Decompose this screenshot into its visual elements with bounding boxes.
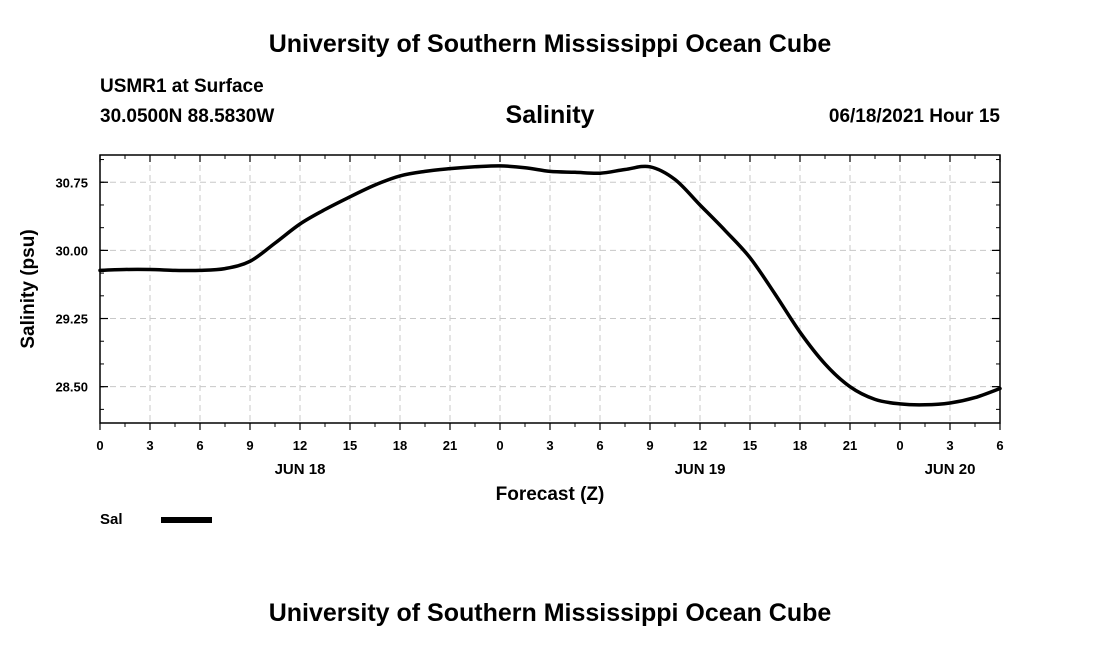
x-date-label: JUN 18 <box>275 461 326 478</box>
variable-title: Salinity <box>505 101 595 129</box>
x-tick-label: 12 <box>693 438 707 453</box>
legend-swatch <box>161 517 212 523</box>
x-tick-label: 0 <box>896 438 903 453</box>
x-tick-label: 21 <box>843 438 857 453</box>
x-tick-label: 18 <box>393 438 407 453</box>
station-label: USMR1 at Surface <box>100 76 264 97</box>
y-tick-label: 30.75 <box>55 175 88 190</box>
x-tick-label: 6 <box>996 438 1003 453</box>
x-date-label: JUN 19 <box>675 461 726 478</box>
x-tick-label: 15 <box>743 438 757 453</box>
x-tick-label: 6 <box>596 438 603 453</box>
station-coordinates: 30.0500N 88.5830W <box>100 106 275 127</box>
series-line-sal <box>98 164 1002 407</box>
y-tick-label: 30.00 <box>55 243 88 258</box>
x-tick-label: 9 <box>646 438 653 453</box>
y-tick-label: 29.25 <box>55 312 88 327</box>
page-title: University of Southern Mississippi Ocean… <box>268 30 832 58</box>
x-date-label: JUN 20 <box>925 461 976 478</box>
x-tick-label: 0 <box>96 438 103 453</box>
x-tick-label: 9 <box>246 438 253 453</box>
y-tick-label: 28.50 <box>55 380 88 395</box>
x-tick-label: 18 <box>793 438 807 453</box>
y-axis-title: Salinity (psu) <box>18 229 39 348</box>
x-tick-label: 3 <box>946 438 953 453</box>
x-tick-label: 0 <box>496 438 503 453</box>
x-tick-label: 6 <box>196 438 203 453</box>
x-tick-label: 3 <box>146 438 153 453</box>
x-tick-label: 15 <box>343 438 357 453</box>
x-tick-label: 21 <box>443 438 457 453</box>
x-tick-label: 12 <box>293 438 307 453</box>
legend-label: Sal <box>100 511 123 528</box>
axis-ticks <box>99 155 1001 430</box>
x-axis-title: Forecast (Z) <box>496 484 605 505</box>
grid-lines <box>100 155 1000 423</box>
axis-labels: 0 3 6 9 12 15 18 21 0 3 6 9 12 15 18 21 0 3 6 JUN 18 JUN 19 J… <box>55 175 1003 478</box>
x-tick-label: 3 <box>546 438 553 453</box>
footer-title: University of Southern Mississippi Ocean… <box>268 599 832 627</box>
forecast-datetime: 06/18/2021 Hour 15 <box>828 106 1000 127</box>
